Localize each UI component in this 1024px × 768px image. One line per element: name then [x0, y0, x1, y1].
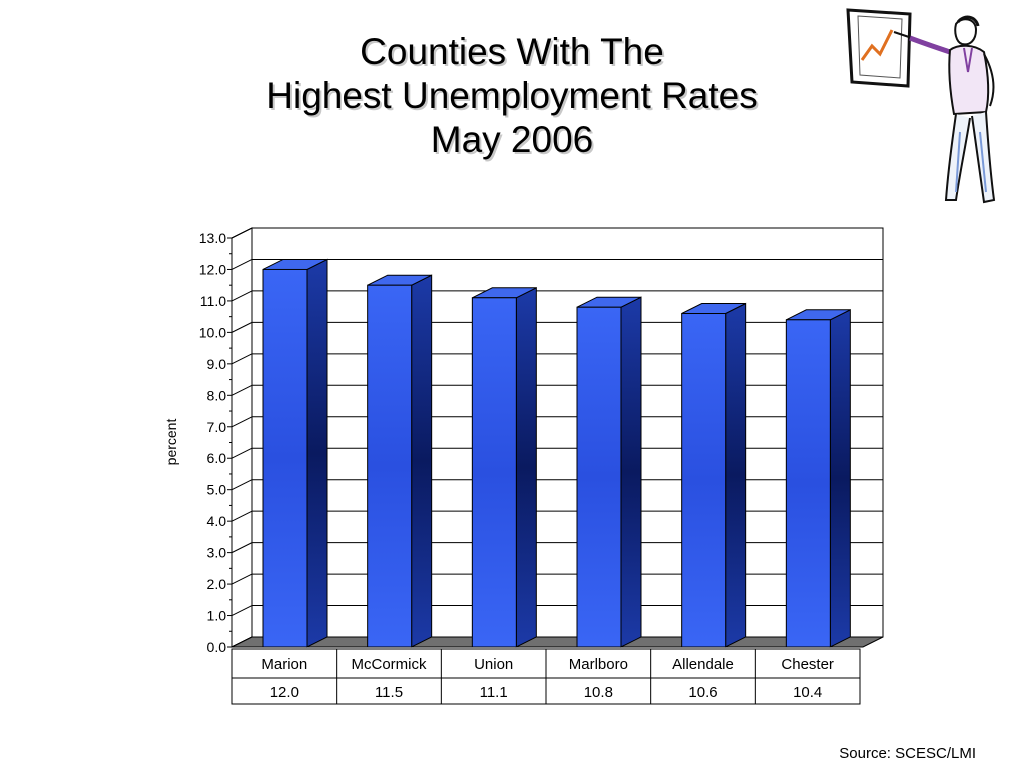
y-tick-label: 5.0 — [207, 482, 227, 498]
category-label: Allendale — [672, 656, 734, 673]
bar-front — [576, 306, 622, 648]
bars — [262, 258, 851, 648]
bar-front — [367, 284, 413, 648]
bar — [367, 274, 433, 648]
value-label: 12.0 — [270, 684, 299, 701]
bar — [785, 308, 851, 648]
bar-front — [681, 313, 727, 648]
gridline-side — [231, 510, 253, 522]
category-label: McCormick — [352, 656, 427, 673]
bar — [681, 302, 747, 648]
gridline-side — [231, 321, 253, 333]
value-label: 11.5 — [375, 684, 403, 701]
bar — [262, 258, 328, 648]
category-label: Marlboro — [569, 656, 628, 673]
chart-floor — [231, 636, 884, 648]
bar-side — [306, 258, 328, 648]
gridline-side — [231, 447, 253, 459]
y-tick-label: 9.0 — [207, 356, 227, 372]
y-tick-label: 12.0 — [199, 261, 226, 277]
value-label: 10.6 — [688, 684, 717, 701]
y-tick-label: 7.0 — [207, 419, 227, 435]
chart-title: Counties With The Highest Unemployment R… — [180, 30, 844, 162]
value-label: 11.1 — [480, 684, 508, 701]
gridline-side — [231, 416, 253, 428]
y-tick-label: 2.0 — [207, 576, 227, 592]
y-tick-label: 1.0 — [207, 608, 227, 624]
bar-front — [785, 319, 831, 648]
value-label: 10.8 — [584, 684, 613, 701]
bar-side — [411, 274, 433, 648]
gridline-side — [231, 227, 253, 239]
back-wall — [251, 227, 884, 638]
title-line-1: Counties With The — [360, 31, 664, 72]
y-tick-label: 11.0 — [200, 293, 226, 309]
bar-front — [471, 297, 517, 648]
y-tick-label: 13.0 — [199, 230, 226, 246]
y-tick-label: 10.0 — [199, 324, 226, 340]
y-tick-label: 4.0 — [207, 513, 227, 529]
title-line-3: May 2006 — [430, 119, 594, 160]
gridline-side — [231, 573, 253, 585]
presenter-clipart-icon — [846, 8, 996, 204]
source-note: Source: SCESC/LMI — [839, 745, 976, 762]
title-line-2: Highest Unemployment Rates — [266, 75, 758, 116]
value-label: 10.4 — [793, 684, 822, 701]
bar — [471, 286, 537, 648]
bar-front — [262, 268, 308, 648]
bar — [576, 296, 642, 648]
gridlines — [231, 227, 883, 648]
gridline-side — [231, 605, 253, 616]
gridline-side — [231, 353, 253, 365]
y-tick-label: 8.0 — [207, 387, 227, 403]
bar-side — [620, 296, 642, 648]
y-axis-label: percent — [163, 419, 179, 466]
y-tick-label: 6.0 — [207, 450, 227, 466]
category-label: Chester — [781, 656, 834, 673]
data-table: Marion 12.0 McCormick 11.5 Union 11.1 Marlboro… — [231, 648, 861, 705]
category-label: Marion — [261, 656, 307, 673]
bar-side — [515, 286, 537, 648]
y-axis: 0.0 1.0 2.0 3.0 4.0 5.0 6.0 7.0 8.0 9.0 10.0 11.0 12… — [199, 230, 233, 655]
gridline-side — [231, 259, 253, 270]
bar-side — [725, 302, 747, 648]
gridline-side — [231, 384, 253, 396]
bar-side — [829, 308, 851, 648]
gridline-side — [231, 479, 253, 491]
gridline-side — [231, 542, 253, 554]
y-tick-label: 3.0 — [207, 545, 227, 561]
gridline-side — [231, 290, 253, 302]
y-tick-label: 0.0 — [207, 639, 227, 655]
side-wall — [231, 227, 253, 648]
category-label: Union — [474, 656, 513, 673]
